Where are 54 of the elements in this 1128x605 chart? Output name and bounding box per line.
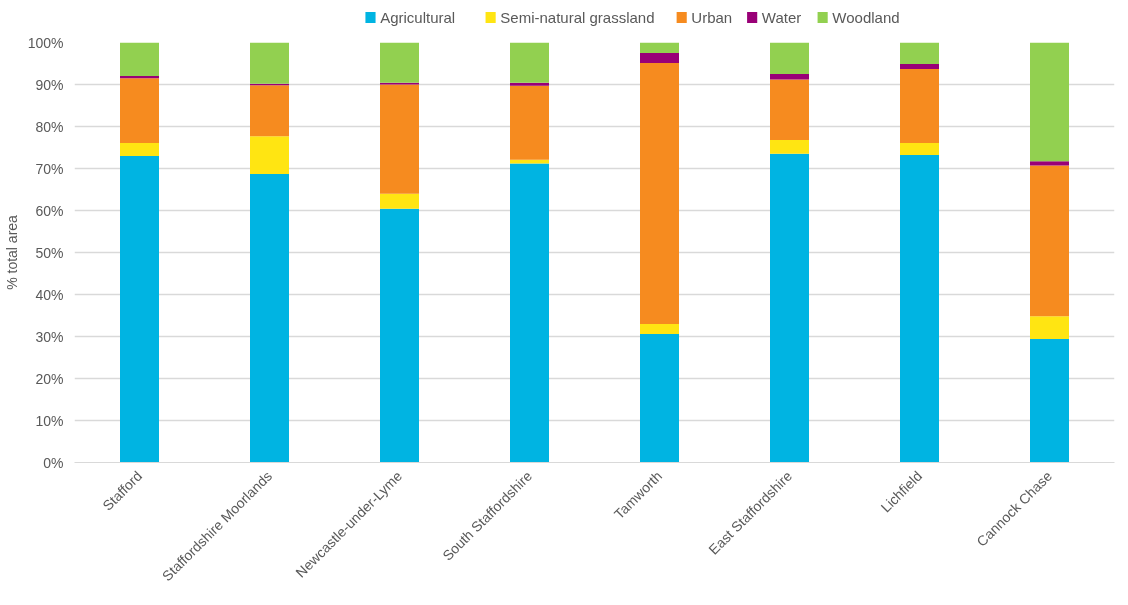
bar	[640, 333, 679, 463]
bar	[770, 74, 809, 80]
bar	[250, 173, 289, 463]
y-tick-label: 80%	[35, 118, 64, 135]
bar	[250, 42, 289, 84]
bar	[380, 208, 419, 463]
bar	[900, 68, 939, 143]
bar	[380, 84, 419, 194]
bar	[1030, 339, 1069, 463]
legend-label: Water	[761, 9, 802, 26]
legend-label: Agricultural	[380, 9, 456, 26]
bar	[770, 139, 809, 154]
bar	[640, 53, 679, 64]
bar	[770, 79, 809, 140]
bar	[120, 78, 159, 143]
bar	[900, 142, 939, 156]
bar	[380, 42, 419, 83]
y-tick-label: 20%	[35, 370, 64, 387]
bar	[1030, 161, 1069, 166]
bar	[380, 193, 419, 209]
bar	[510, 42, 549, 83]
y-tick-label: 10%	[35, 412, 64, 429]
bar	[900, 63, 939, 69]
bar	[510, 85, 549, 160]
bar	[120, 155, 159, 463]
legend-label: Urban	[691, 9, 733, 26]
bar	[900, 155, 939, 463]
y-tick-label: 50%	[35, 244, 64, 261]
bar	[900, 42, 939, 64]
bar	[640, 323, 679, 334]
y-tick-label: 40%	[35, 286, 64, 303]
y-axis-title: % total area	[3, 214, 20, 290]
bar	[770, 153, 809, 463]
legend-label: Semi-natural grassland	[500, 9, 655, 26]
y-tick-label: 60%	[35, 202, 64, 219]
y-tick-label: 90%	[35, 76, 64, 93]
bar	[120, 42, 159, 77]
bar	[250, 136, 289, 174]
y-tick-label: 100%	[27, 34, 64, 51]
bar	[1030, 165, 1069, 317]
bar	[640, 63, 679, 324]
y-tick-label: 70%	[35, 160, 64, 177]
bar	[770, 42, 809, 74]
bar	[640, 42, 679, 53]
bar	[1030, 42, 1069, 162]
bar	[120, 76, 159, 79]
bar	[1030, 316, 1069, 340]
bar	[510, 163, 549, 463]
y-tick-label: 0%	[43, 454, 64, 471]
legend-label: Woodland	[832, 9, 900, 26]
bar	[120, 142, 159, 156]
bar	[510, 82, 549, 86]
bar	[250, 85, 289, 137]
y-tick-label: 30%	[35, 328, 64, 345]
